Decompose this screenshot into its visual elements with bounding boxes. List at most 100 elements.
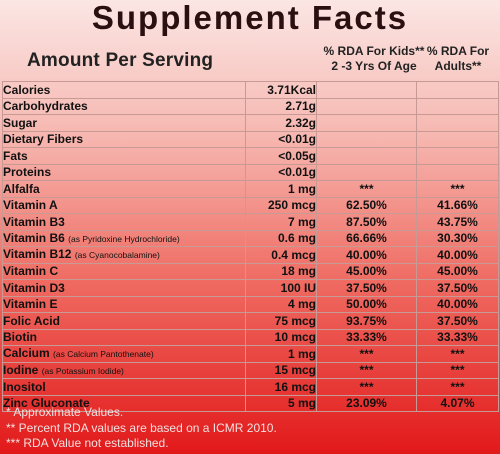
supplement-facts-table: Calories 3.71Kcal Carbohydrates 2.71g Sugar 2… xyxy=(2,81,499,412)
rda-kids-heading: % RDA For Kids** 2 -3 Yrs Of Age xyxy=(308,44,440,74)
nutrient-name: Vitamin A xyxy=(3,198,58,213)
rda-adults-heading: % RDA For Adults** xyxy=(416,44,500,74)
table-row: Alfalfa 1 mg *** *** xyxy=(2,180,499,198)
rda-adults-cell: 40.00% xyxy=(416,246,499,264)
rda-adults-cell: 40.00% xyxy=(416,295,499,313)
rda-kids-cell xyxy=(316,114,417,132)
nutrient-name: Vitamin E xyxy=(3,297,58,312)
rda-kids-cell: 62.50% xyxy=(316,196,417,214)
rda-kids-cell: *** xyxy=(316,345,417,363)
amount-cell: 15 mcg xyxy=(245,361,317,379)
rda-kids-cell: 23.09% xyxy=(316,394,417,412)
rda-adults-cell: 37.50% xyxy=(416,279,499,297)
amount-cell: 10 mcg xyxy=(245,328,317,346)
nutrient-name: Vitamin B3 xyxy=(3,214,65,229)
amount-cell: 18 mg xyxy=(245,262,317,280)
rda-kids-cell: 87.50% xyxy=(316,213,417,231)
rda-kids-cell: *** xyxy=(316,361,417,379)
amount-per-serving-heading: Amount Per Serving xyxy=(27,50,214,71)
footnote: ** Percent RDA values are based on a ICM… xyxy=(6,420,277,435)
nutrient-name: Sugar xyxy=(3,115,38,130)
amount-cell: 100 IU xyxy=(245,279,317,297)
table-row: Vitamin B12 (as Cyanocobalamine) 0.4 mcg 4… xyxy=(2,246,499,264)
nutrient-source-note: (as Cyanocobalamine) xyxy=(74,250,160,261)
nutrient-name: Proteins xyxy=(3,165,52,180)
table-row: Dietary Fibers <0.01g xyxy=(2,130,499,148)
nutrient-name-cell: Zinc Gluconate xyxy=(2,394,246,412)
table-row: Zinc Gluconate 5 mg 23.09% 4.07% xyxy=(2,394,499,412)
table-row: Fats <0.05g xyxy=(2,147,499,165)
rda-adults-cell: 33.33% xyxy=(416,328,499,346)
rda-adults-cell xyxy=(416,147,499,165)
table-row: Sugar 2.32g xyxy=(2,114,499,132)
nutrient-name: Calories xyxy=(3,82,51,97)
nutrient-name: Calcium xyxy=(3,346,50,361)
table-row: Vitamin E 4 mg 50.00% 40.00% xyxy=(2,295,499,313)
rda-adults-cell xyxy=(416,163,499,181)
amount-cell: 3.71Kcal xyxy=(245,81,317,99)
nutrient-name: Dietary Fibers xyxy=(3,132,84,147)
rda-kids-cell xyxy=(316,81,417,99)
nutrient-name-cell: Proteins xyxy=(2,163,246,181)
rda-adults-cell: 37.50% xyxy=(416,312,499,330)
nutrient-name-cell: Vitamin A xyxy=(2,196,246,214)
amount-cell: 1 mg xyxy=(245,180,317,198)
nutrient-name: Folic Acid xyxy=(3,313,60,328)
table-row: Iodine (as Potassium Iodide) 15 mcg *** *** xyxy=(2,361,499,379)
amount-cell: 1 mg xyxy=(245,345,317,363)
rda-adults-cell xyxy=(416,97,499,115)
nutrient-name-cell: Dietary Fibers xyxy=(2,130,246,148)
table-row: Vitamin B3 7 mg 87.50% 43.75% xyxy=(2,213,499,231)
table-row: Carbohydrates 2.71g xyxy=(2,97,499,115)
nutrient-name: Vitamin B12 xyxy=(3,247,72,262)
nutrient-name: Inositol xyxy=(3,379,46,394)
nutrient-name-cell: Folic Acid xyxy=(2,312,246,330)
table-row: Proteins <0.01g xyxy=(2,163,499,181)
rda-adults-cell: *** xyxy=(416,378,499,396)
nutrient-name: Biotin xyxy=(3,330,38,345)
rda-kids-cell: 37.50% xyxy=(316,279,417,297)
nutrient-name-cell: Vitamin B12 (as Cyanocobalamine) xyxy=(2,246,246,264)
amount-cell: 7 mg xyxy=(245,213,317,231)
table-row: Vitamin C 18 mg 45.00% 45.00% xyxy=(2,262,499,280)
nutrient-source-note: (as Calcium Pantothenate) xyxy=(53,349,154,360)
nutrient-name-cell: Carbohydrates xyxy=(2,97,246,115)
table-row: Folic Acid 75 mcg 93.75% 37.50% xyxy=(2,312,499,330)
nutrient-name: Carbohydrates xyxy=(3,99,88,114)
footnote: *** RDA Value not established. xyxy=(6,436,169,450)
nutrient-name: Vitamin D3 xyxy=(3,280,65,295)
rda-adults-cell: 4.07% xyxy=(416,394,499,412)
rda-kids-cell xyxy=(316,130,417,148)
nutrient-name: Fats xyxy=(3,148,28,163)
amount-cell: 5 mg xyxy=(245,394,317,412)
amount-cell: 2.71g xyxy=(245,97,317,115)
nutrient-name: Alfalfa xyxy=(3,181,40,196)
amount-cell: 0.4 mcg xyxy=(245,246,317,264)
table-row: Calories 3.71Kcal xyxy=(2,81,499,99)
rda-kids-cell xyxy=(316,147,417,165)
nutrient-name: Iodine xyxy=(3,362,39,377)
nutrient-name-cell: Iodine (as Potassium Iodide) xyxy=(2,361,246,379)
footnote: * Approximate Values. xyxy=(6,405,124,419)
amount-cell: 4 mg xyxy=(245,295,317,313)
page-title: Supplement Facts xyxy=(91,0,409,36)
nutrient-name-cell: Sugar xyxy=(2,114,246,132)
amount-cell: 16 mcg xyxy=(245,378,317,396)
facts-table-body: Calories 3.71Kcal Carbohydrates 2.71g Sugar 2… xyxy=(2,81,499,412)
rda-kids-cell: 45.00% xyxy=(316,262,417,280)
rda-kids-cell: 93.75% xyxy=(316,312,417,330)
nutrient-name-cell: Biotin xyxy=(2,328,246,346)
rda-kids-cell: *** xyxy=(316,180,417,198)
nutrient-name-cell: Calories xyxy=(2,81,246,99)
amount-cell: 75 mcg xyxy=(245,312,317,330)
nutrient-name-cell: Inositol xyxy=(2,378,246,396)
rda-adults-cell: 43.75% xyxy=(416,213,499,231)
rda-kids-heading-line2: 2 -3 Yrs Of Age xyxy=(331,59,417,73)
rda-kids-cell: 40.00% xyxy=(316,246,417,264)
rda-adults-cell: *** xyxy=(416,361,499,379)
rda-adults-cell: *** xyxy=(416,345,499,363)
rda-kids-cell xyxy=(316,163,417,181)
nutrient-name-cell: Vitamin E xyxy=(2,295,246,313)
rda-kids-cell: *** xyxy=(316,378,417,396)
nutrient-name-cell: Vitamin B3 xyxy=(2,213,246,231)
